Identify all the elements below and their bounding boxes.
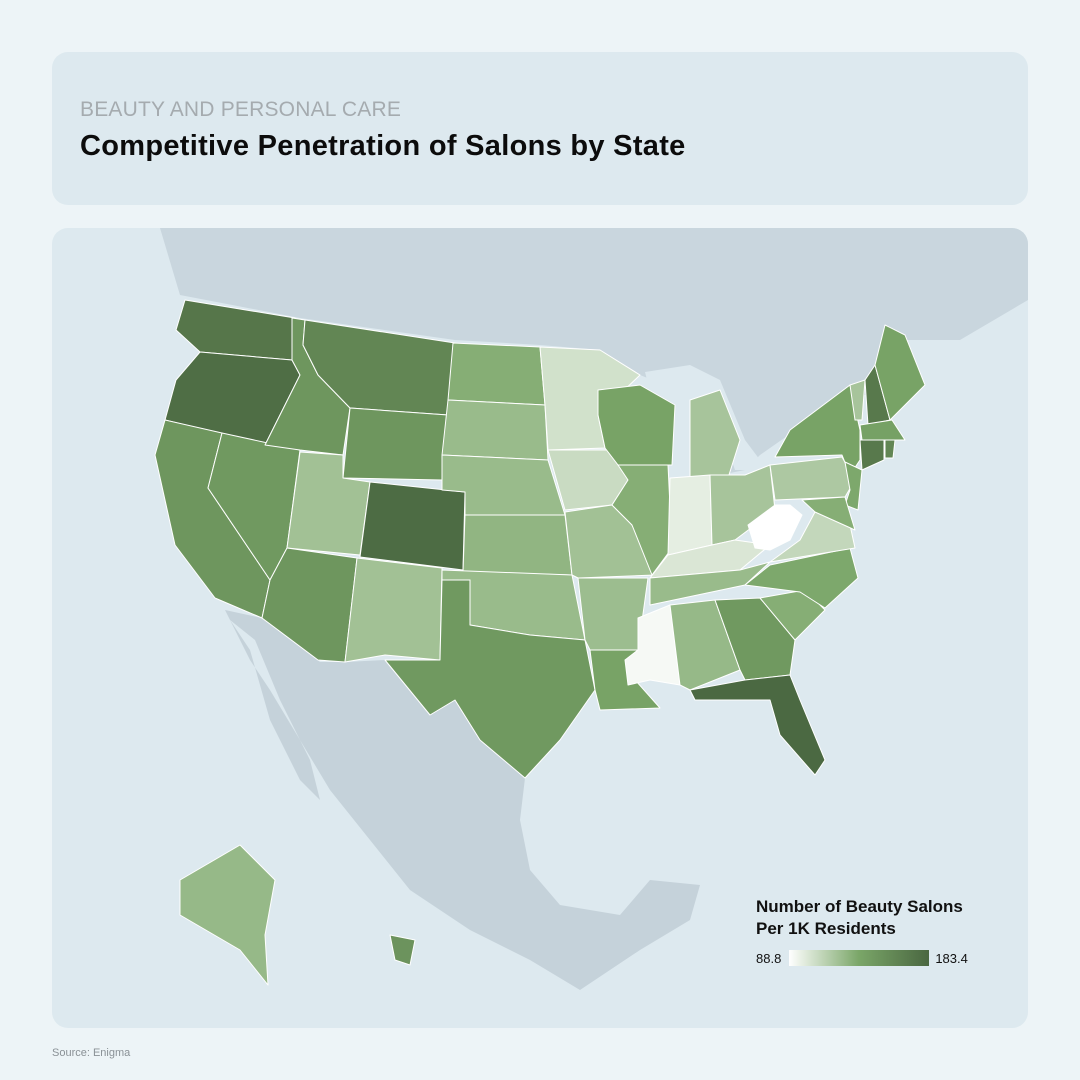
state: [342, 407, 449, 481]
state: [611, 464, 673, 576]
state: [859, 439, 885, 471]
state: [344, 557, 443, 663]
state: [667, 474, 713, 556]
state: [462, 514, 573, 576]
header-card: BEAUTY AND PERSONAL CARE Competitive Pen…: [52, 52, 1028, 205]
state: [759, 589, 826, 641]
state: [859, 419, 906, 441]
state: [447, 342, 546, 406]
legend-scale: 88.8 183.4: [756, 950, 996, 966]
legend-title: Number of Beauty Salons Per 1K Residents: [756, 897, 963, 938]
state: [384, 579, 596, 779]
state: [844, 461, 863, 511]
state: [769, 456, 856, 501]
legend-max: 183.4: [935, 950, 968, 966]
mexico: [225, 610, 700, 990]
state: [747, 504, 803, 551]
state: [849, 379, 866, 421]
legend-min: 88.8: [756, 950, 782, 966]
state: [441, 399, 549, 461]
state: [874, 324, 926, 421]
legend: Number of Beauty Salons Per 1K Residents…: [756, 896, 996, 966]
map: [154, 228, 1028, 990]
source: Source: Enigma: [52, 1047, 131, 1059]
state: [669, 599, 741, 691]
states: [154, 299, 926, 986]
title: Competitive Penetration of Salons by Sta…: [80, 130, 686, 162]
kicker: BEAUTY AND PERSONAL CARE: [80, 98, 402, 121]
legend-gradient: [789, 950, 930, 966]
state: [649, 561, 771, 606]
state: [359, 481, 466, 571]
state: [744, 547, 859, 609]
state: [389, 934, 416, 966]
state: [179, 844, 276, 986]
state: [801, 496, 856, 531]
canada: [160, 228, 1028, 475]
map-card: Number of Beauty Salons Per 1K Residents…: [52, 228, 1028, 1028]
state: [689, 674, 826, 776]
state: [884, 439, 896, 459]
